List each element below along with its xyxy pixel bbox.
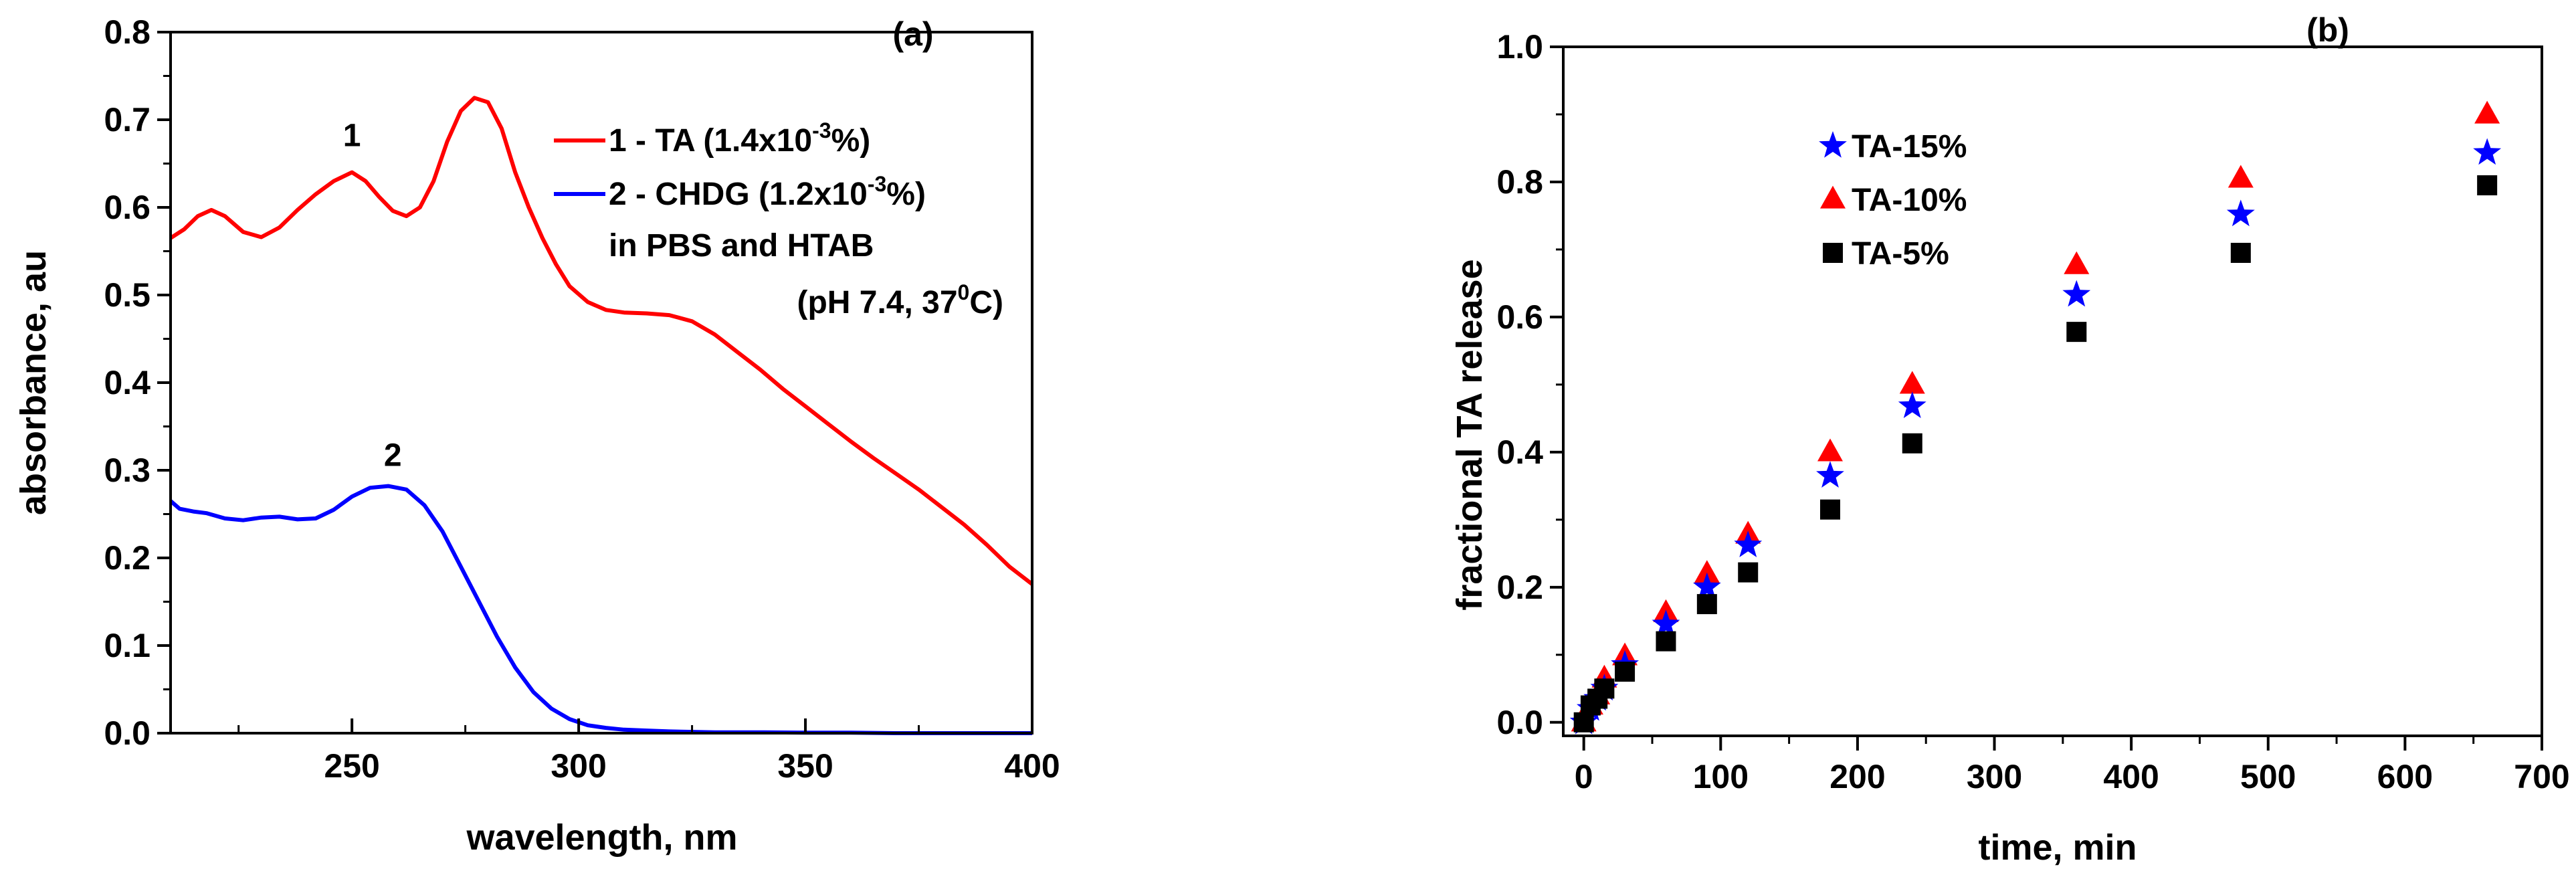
panel-b-point-square (1594, 678, 1615, 699)
panel-a-legend: 1 - TA (1.4x10-3%) 2 - CHDG (1.2x10-3%) … (554, 118, 1003, 320)
panel-b-point-triangle (2064, 251, 2090, 274)
panel-b-y-tick-label: 0.2 (1496, 569, 1543, 606)
panel-b-point-square (1902, 433, 1922, 454)
panel-a: 250 300 350 4000.00.10.20.30.40.50.60.70.8 … (13, 13, 1060, 858)
panel-b-ticks: 0 100 200 300 400 500 600 700 0.0 0.2 0.4 0.6 0.8 1.0 (1496, 28, 2569, 795)
panel-b-point-triangle (1694, 560, 1720, 583)
panel-b-point-square (2066, 322, 2087, 342)
panel-a-y-tick-label: 0.6 (104, 189, 151, 226)
panel-b-point-square (2477, 175, 2498, 196)
panel-a-y-tick-label: 0.1 (104, 627, 151, 664)
panel-b-y-tick-label: 0.8 (1496, 163, 1543, 201)
legend-note-conditions: (pH 7.4, 370C) (797, 280, 1003, 320)
panel-a-tag: (a) (892, 15, 933, 53)
legend-marker-triangle (1820, 185, 1846, 209)
panel-b-x-tick-label: 0 (1575, 758, 1593, 795)
legend-label-ta-10: TA-10% (1852, 183, 1967, 218)
panel-a-ticks: 250 300 350 400 0.0 0.1 0.2 0.3 0.4 0.5 0.6 0.7 0.8 (104, 13, 1060, 785)
panel-a-x-axis-title: wavelength, nm (466, 817, 737, 858)
panel-b-series (1569, 100, 2502, 735)
panel-b-point-star (2473, 138, 2502, 165)
legend-note-medium: in PBS and HTAB (609, 228, 874, 264)
panel-a-x-tick-label: 250 (324, 747, 379, 785)
panel-b-point-square (1820, 499, 1840, 520)
panel-b-x-tick-label: 100 (1693, 758, 1749, 795)
panel-b-point-triangle (1899, 371, 1925, 394)
panel-b-x-tick-label: 400 (2103, 758, 2159, 795)
panel-b-point-triangle (1817, 438, 1843, 462)
legend-label-ta-15: TA-15% (1852, 129, 1967, 165)
legend-marker-star (1819, 131, 1847, 158)
panel-b-point-star (1816, 461, 1844, 488)
panel-b-y-tick-label: 0.4 (1496, 433, 1543, 471)
panel-a-x-tick-label: 400 (1004, 747, 1060, 785)
legend-label-ta-5: TA-5% (1852, 236, 1949, 272)
panel-b-y-tick-label: 1.0 (1496, 28, 1543, 66)
panel-a-x-tick-label: 350 (777, 747, 833, 785)
panel-b-point-star (1898, 391, 1926, 418)
panel-a-y-tick-label: 0.3 (104, 452, 151, 489)
panel-b-point-square (1696, 594, 1717, 615)
panel-a-y-tick-label: 0.4 (104, 364, 151, 401)
legend-label-ta: 1 - TA (1.4x10-3%) (609, 118, 870, 159)
legend-label-chdg: 2 - CHDG (1.2x10-3%) (609, 172, 926, 212)
panel-a-peak-label-1: 1 (343, 118, 361, 153)
panel-a-series-line-2 (169, 484, 1032, 735)
panel-a-plot-frame (169, 31, 1033, 735)
panel-a-y-tick-label: 0.0 (104, 714, 151, 752)
panel-a-y-tick-label: 0.7 (104, 101, 151, 138)
panel-b-point-star (2226, 199, 2255, 227)
panel-b-point-square (2230, 242, 2251, 263)
panel-b-point-triangle (2474, 100, 2500, 124)
panel-b-tag: (b) (2306, 11, 2349, 49)
panel-b-x-axis-title: time, min (1978, 827, 2137, 868)
panel-b-point-star (1652, 609, 1680, 637)
panel-b-point-star (2062, 280, 2091, 307)
panel-b-x-tick-label: 700 (2514, 758, 2569, 795)
panel-b-point-square (1615, 662, 1636, 682)
panel-b-legend-markers (1819, 131, 1847, 263)
panel-b-point-square (1573, 712, 1594, 732)
panel-b-x-tick-label: 200 (1829, 758, 1885, 795)
panel-b-x-tick-label: 600 (2377, 758, 2433, 795)
panel-a-y-tick-label: 0.2 (104, 539, 151, 577)
panel-b: 0 100 200 300 400 500 600 700 0.0 0.2 0.4 0.6 0.8 1.0… (1450, 11, 2570, 868)
panel-b-point-star (1734, 530, 1763, 557)
panel-b-point-square (1656, 631, 1676, 652)
panel-a-peak-label-2: 2 (384, 437, 402, 473)
panel-b-point-star (1692, 572, 1721, 599)
panel-a-y-axis-title: absorbance, au (13, 250, 54, 515)
panel-b-y-tick-label: 0.0 (1496, 704, 1543, 741)
panel-b-point-triangle (2227, 165, 2254, 188)
panel-b-point-square (1738, 562, 1759, 583)
panel-b-legend: TA-15% TA-10% TA-5% (1819, 129, 1967, 272)
panel-b-x-tick-label: 500 (2240, 758, 2296, 795)
panel-a-y-tick-label: 0.5 (104, 276, 151, 314)
panel-b-y-axis-title: fractional TA release (1450, 259, 1490, 610)
panel-a-series-line-1 (169, 96, 1033, 586)
panel-b-y-tick-label: 0.6 (1496, 298, 1543, 336)
legend-marker-square (1823, 243, 1843, 263)
panel-b-plot-frame (1562, 45, 2543, 737)
panel-b-x-tick-label: 300 (1967, 758, 2022, 795)
panel-a-y-tick-label: 0.8 (104, 13, 151, 51)
panel-a-x-tick-label: 300 (551, 747, 606, 785)
